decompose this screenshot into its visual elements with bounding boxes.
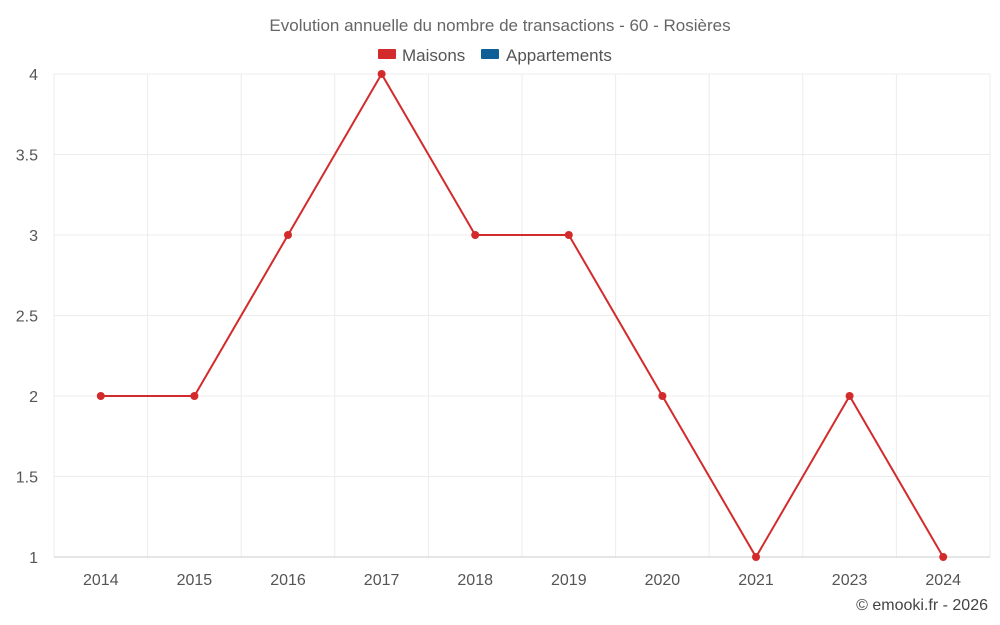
x-tick-label: 2015: [177, 572, 213, 589]
y-axis-ticks: 1 1.5 2 2.5 3 3.5 4: [16, 67, 38, 567]
x-tick-label: 2020: [645, 572, 681, 589]
legend-item-maisons[interactable]: Maisons: [378, 46, 465, 65]
data-point-maisons[interactable]: [190, 392, 199, 400]
data-point-maisons[interactable]: [471, 231, 480, 239]
legend: Maisons Appartements: [378, 46, 612, 65]
legend-swatch-appartements: [481, 49, 499, 59]
data-point-maisons[interactable]: [564, 231, 573, 239]
data-point-maisons[interactable]: [377, 70, 386, 78]
credit-text: © emooki.fr - 2026: [856, 597, 988, 614]
series-layer: [96, 70, 948, 561]
data-point-maisons[interactable]: [96, 392, 105, 400]
x-tick-label: 2014: [83, 572, 119, 589]
x-tick-label: 2016: [270, 572, 306, 589]
legend-swatch-maisons: [378, 49, 396, 59]
y-tick-label: 4: [29, 67, 38, 84]
x-axis-ticks: 2014 2015 2016 2017 2018 2019 2020 2021 2023 2024: [83, 572, 961, 589]
series-line-maisons: [100, 72, 945, 559]
x-tick-label: 2024: [925, 572, 961, 589]
chart-title: Evolution annuelle du nombre de transact…: [269, 16, 730, 35]
legend-item-appartements[interactable]: Appartements: [481, 46, 612, 65]
y-tick-label: 1: [29, 550, 38, 567]
data-point-maisons[interactable]: [845, 392, 854, 400]
data-point-maisons[interactable]: [284, 231, 292, 239]
x-tick-label: 2017: [364, 572, 400, 589]
y-tick-label: 1.5: [16, 470, 38, 487]
data-point-maisons[interactable]: [658, 392, 667, 400]
data-point-maisons[interactable]: [752, 553, 760, 561]
y-tick-label: 3.5: [16, 148, 38, 165]
x-tick-label: 2021: [738, 572, 774, 589]
y-tick-label: 2: [29, 389, 38, 406]
x-tick-label: 2023: [832, 572, 868, 589]
x-tick-label: 2018: [457, 572, 493, 589]
legend-label-maisons: Maisons: [402, 46, 465, 65]
x-tick-label: 2019: [551, 572, 587, 589]
gridlines: [53, 73, 991, 557]
y-tick-label: 2.5: [16, 309, 38, 326]
y-tick-label: 3: [29, 228, 38, 245]
legend-label-appartements: Appartements: [506, 46, 612, 65]
data-point-maisons[interactable]: [939, 553, 948, 561]
